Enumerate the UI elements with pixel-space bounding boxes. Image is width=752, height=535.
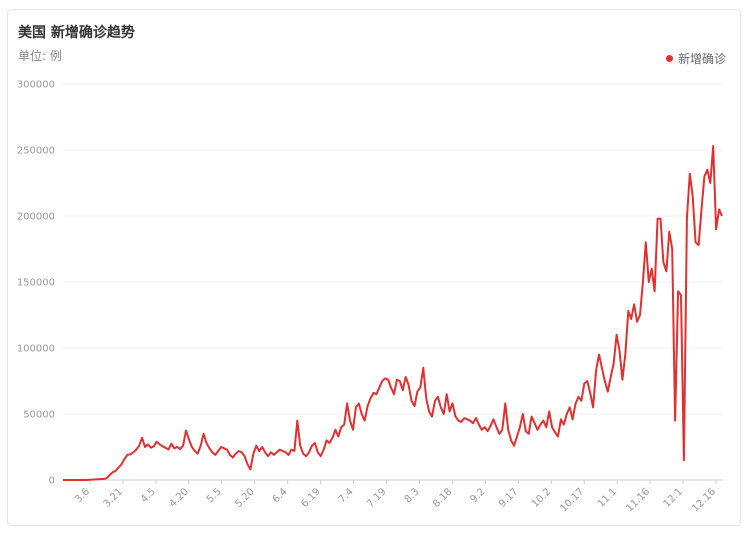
- x-tick-label: 8.3: [403, 486, 422, 505]
- y-tick-label: 50000: [23, 410, 55, 421]
- y-tick-label: 150000: [17, 278, 55, 289]
- x-tick-label: 6.19: [299, 486, 323, 510]
- y-tick-label: 200000: [17, 212, 55, 223]
- x-tick-label: 5.5: [205, 486, 224, 505]
- x-tick-label: 6.4: [271, 486, 290, 505]
- y-tick-label: 100000: [17, 344, 55, 355]
- chart-card: 美国 新增确诊趋势 单位: 例 新增确诊: [7, 9, 741, 526]
- x-tick-label: 7.19: [365, 486, 389, 510]
- legend-dot-icon: [665, 55, 673, 62]
- x-tick-label: 3.21: [102, 486, 126, 510]
- x-tick-label: 12.16: [690, 486, 718, 514]
- chart-title: 美国 新增确诊趋势: [18, 25, 135, 41]
- x-tick-label: 7.4: [337, 486, 356, 505]
- x-tick-label: 11.1: [596, 486, 620, 510]
- series-layer: [63, 145, 723, 481]
- legend[interactable]: 新增确诊: [665, 50, 726, 67]
- x-axis: 3.6 3.21 4.5 4.20 5.5 5.20 6.4 6.19 7.4 7.19 8.3 8.…: [73, 480, 718, 514]
- x-tick-label: 11.16: [624, 486, 652, 514]
- x-tick-label: 8.18: [431, 486, 455, 510]
- x-tick-label: 10.2: [530, 486, 554, 510]
- x-tick-label: 12.1: [662, 486, 686, 510]
- series-line-new-cases[interactable]: [63, 145, 723, 481]
- grid-lines: [63, 83, 722, 481]
- y-tick-label: 250000: [17, 146, 55, 157]
- x-tick-label: 5.20: [233, 486, 257, 510]
- x-tick-label: 4.5: [139, 486, 158, 505]
- x-tick-label: 9.2: [468, 486, 487, 505]
- x-tick-label: 3.6: [73, 486, 92, 505]
- y-axis: 0 50000 100000 150000 200000 250000 300000: [17, 80, 55, 487]
- x-tick-label: 4.20: [167, 486, 191, 510]
- x-tick-label: 9.17: [497, 486, 521, 510]
- y-tick-label: 300000: [17, 80, 55, 91]
- y-tick-label: 0: [49, 476, 55, 487]
- chart-unit: 单位: 例: [18, 49, 62, 63]
- legend-label: 新增确诊: [677, 52, 726, 66]
- x-tick-label: 10.17: [558, 486, 586, 514]
